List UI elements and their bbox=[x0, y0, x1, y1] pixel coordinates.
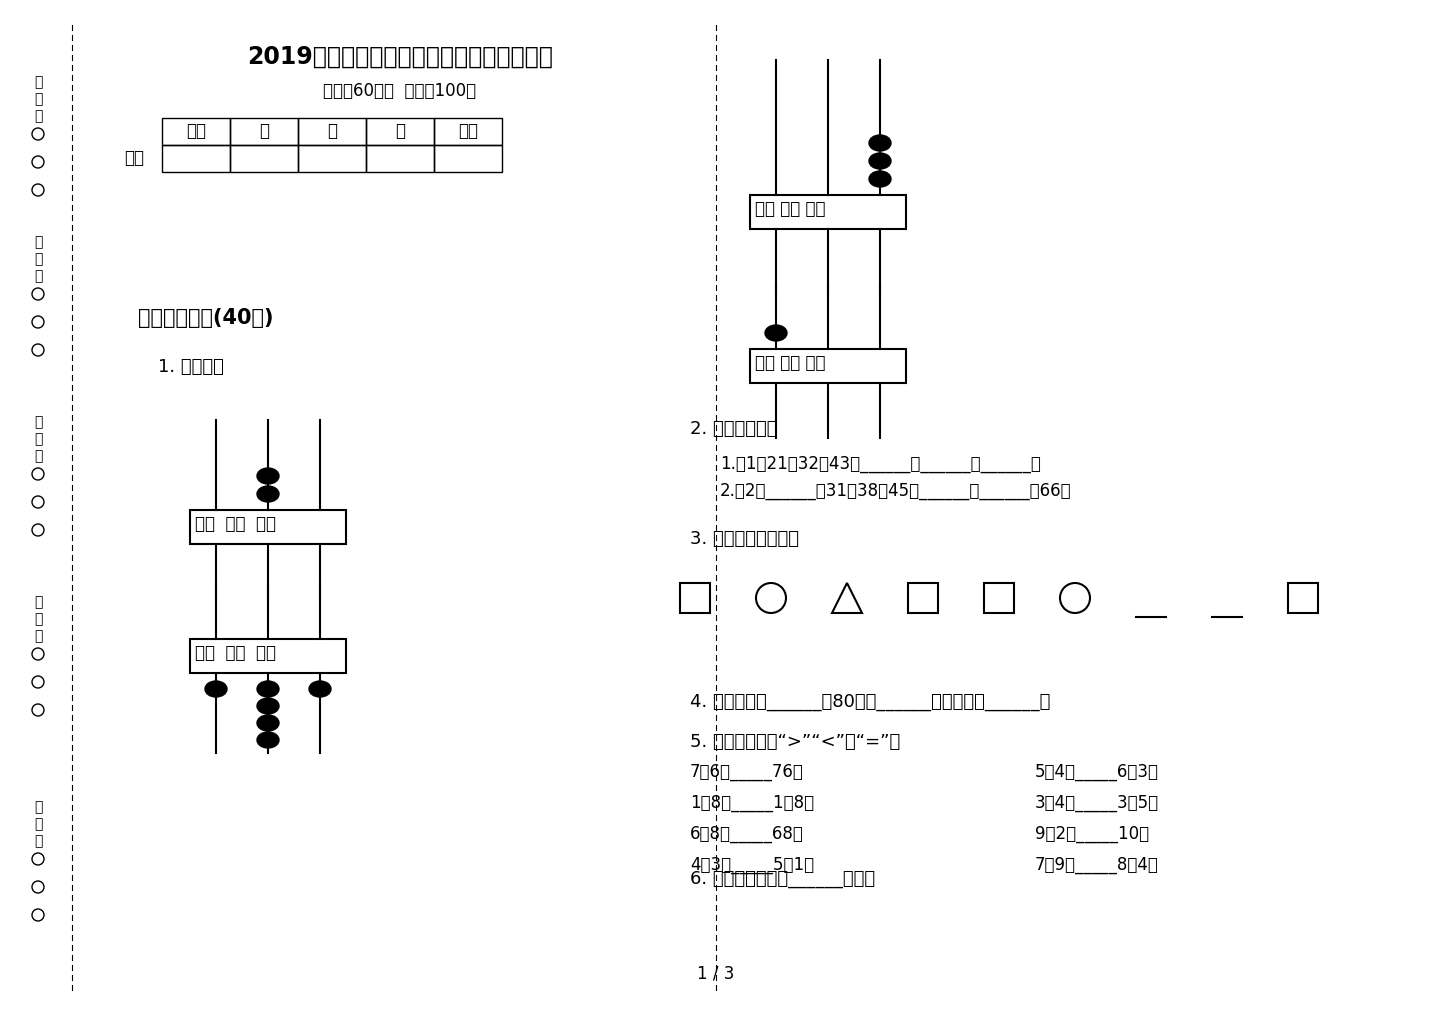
Bar bbox=[434, 145, 502, 172]
Text: 校: 校 bbox=[34, 817, 42, 831]
Ellipse shape bbox=[205, 681, 226, 697]
Ellipse shape bbox=[257, 732, 279, 748]
Text: 考: 考 bbox=[34, 235, 42, 249]
Bar bbox=[162, 145, 231, 172]
Text: 1.（1）21，32，43，______，______，______。: 1.（1）21，32，43，______，______，______。 bbox=[719, 455, 1040, 473]
Text: 总分: 总分 bbox=[459, 122, 479, 140]
Ellipse shape bbox=[257, 468, 279, 484]
Text: ：: ： bbox=[34, 449, 42, 463]
Ellipse shape bbox=[310, 681, 331, 697]
Text: 百位  十位  个位: 百位 十位 个位 bbox=[195, 644, 277, 662]
Text: 一: 一 bbox=[259, 122, 269, 140]
Bar bbox=[298, 145, 365, 172]
Ellipse shape bbox=[257, 715, 279, 731]
Text: 二: 二 bbox=[327, 122, 337, 140]
Text: 3. 找规律，画一画。: 3. 找规律，画一画。 bbox=[691, 530, 800, 548]
Text: 时间：60分钟  渏分：100分: 时间：60分钟 渏分：100分 bbox=[324, 82, 477, 100]
Ellipse shape bbox=[257, 486, 279, 502]
Text: 班: 班 bbox=[34, 595, 42, 609]
Text: 百位  十位  个位: 百位 十位 个位 bbox=[195, 515, 277, 533]
Bar bbox=[365, 118, 434, 145]
Text: 1 / 3: 1 / 3 bbox=[698, 966, 735, 983]
Text: 7元6角_____76角: 7元6角_____76角 bbox=[691, 763, 804, 782]
Text: 4角3分_____5角1分: 4角3分_____5角1分 bbox=[691, 856, 814, 874]
Bar bbox=[231, 118, 298, 145]
Text: 百位 十位 个位: 百位 十位 个位 bbox=[755, 200, 825, 218]
Text: 2. 按规律填数。: 2. 按规律填数。 bbox=[691, 420, 778, 438]
Text: 2.（2）______，31，38，45，______，______，66。: 2.（2）______，31，38，45，______，______，66。 bbox=[719, 482, 1072, 500]
Bar bbox=[191, 639, 345, 673]
Text: 3元4角_____3元5角: 3元4角_____3元5角 bbox=[1035, 794, 1159, 812]
Ellipse shape bbox=[868, 153, 891, 169]
Text: 6. 读数和写数都从______位起。: 6. 读数和写数都从______位起。 bbox=[691, 870, 876, 888]
Bar bbox=[298, 118, 365, 145]
Bar bbox=[231, 145, 298, 172]
Text: ：: ： bbox=[34, 269, 42, 283]
Ellipse shape bbox=[868, 171, 891, 187]
Bar bbox=[909, 583, 939, 613]
Text: 5. 在横线上填上“>”“<”或“=”。: 5. 在横线上填上“>”“<”或“=”。 bbox=[691, 733, 900, 751]
Text: 一、基础练习(40分): 一、基础练习(40分) bbox=[138, 308, 274, 328]
Ellipse shape bbox=[257, 681, 279, 697]
Text: 题号: 题号 bbox=[186, 122, 206, 140]
Bar bbox=[1288, 583, 1318, 613]
Bar bbox=[434, 118, 502, 145]
Text: 姓: 姓 bbox=[34, 415, 42, 429]
Ellipse shape bbox=[765, 325, 787, 341]
Bar bbox=[984, 583, 1015, 613]
Bar bbox=[365, 145, 434, 172]
Ellipse shape bbox=[257, 698, 279, 714]
Text: 场: 场 bbox=[34, 252, 42, 266]
Bar bbox=[191, 510, 345, 544]
Text: 6元8角_____68角: 6元8角_____68角 bbox=[691, 825, 804, 843]
Text: 9元2角_____10元: 9元2角_____10元 bbox=[1035, 825, 1149, 843]
Text: 得分: 得分 bbox=[125, 149, 143, 167]
Text: 1. 看图写数: 1. 看图写数 bbox=[158, 358, 224, 376]
Text: 号: 号 bbox=[34, 92, 42, 106]
Text: ：: ： bbox=[34, 629, 42, 643]
Bar bbox=[162, 118, 231, 145]
Text: 学: 学 bbox=[34, 800, 42, 814]
Text: 1元8角_____1角8分: 1元8角_____1角8分 bbox=[691, 794, 814, 812]
Text: ：: ： bbox=[34, 109, 42, 123]
Bar bbox=[749, 195, 906, 229]
Text: 5元4角_____6元3角: 5元4角_____6元3角 bbox=[1035, 763, 1159, 782]
Text: ：: ： bbox=[34, 834, 42, 848]
Text: 三: 三 bbox=[396, 122, 406, 140]
Bar bbox=[749, 349, 906, 383]
Text: 7角9分_____8元4角: 7角9分_____8元4角 bbox=[1035, 856, 1159, 874]
Text: 4. 七十五写作______，80读作______，一百写作______。: 4. 七十五写作______，80读作______，一百写作______。 bbox=[691, 693, 1050, 711]
Text: 考: 考 bbox=[34, 75, 42, 89]
Ellipse shape bbox=[868, 135, 891, 151]
Text: 名: 名 bbox=[34, 432, 42, 446]
Bar bbox=[681, 583, 709, 613]
Text: 级: 级 bbox=[34, 612, 42, 626]
Text: 2019年一年级过关综合下学期数学期末试卷: 2019年一年级过关综合下学期数学期末试卷 bbox=[246, 45, 553, 69]
Text: 百位 十位 个位: 百位 十位 个位 bbox=[755, 354, 825, 372]
